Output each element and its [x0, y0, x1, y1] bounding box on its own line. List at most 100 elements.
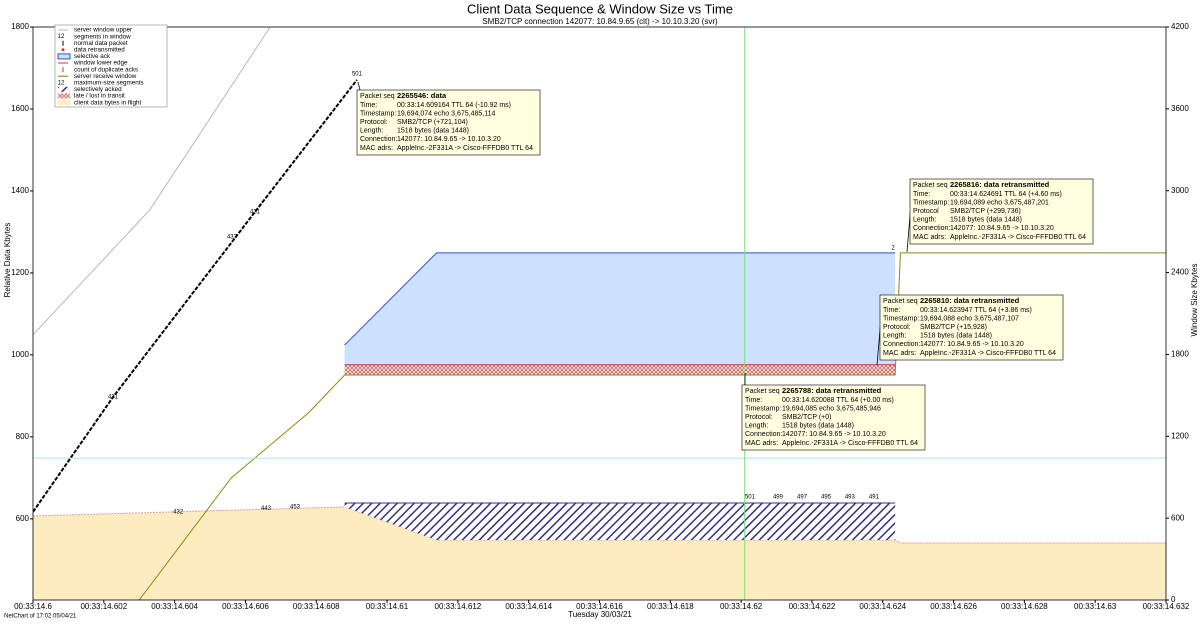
- annotation: 497: [797, 495, 808, 501]
- legend-label: server window upper: [74, 27, 132, 34]
- annotation: 431: [250, 209, 261, 215]
- x-tick-label: 00:33:14.6: [14, 602, 52, 611]
- tooltip-value: 1518 bytes (data 1448): [397, 128, 469, 135]
- line: [138, 252, 1166, 600]
- y2-tick-label: 600: [1171, 513, 1185, 522]
- tooltip-label: Time:: [360, 102, 377, 109]
- legend-swatch: [58, 100, 70, 106]
- tooltip-value: 19,694,074 echo 3,675,485,114: [397, 110, 495, 117]
- tooltip-label: Time:: [913, 191, 930, 198]
- tooltip-label: Length:: [913, 217, 936, 224]
- annotation: 495: [821, 495, 832, 501]
- tooltip-value: AppleInc.-2F331A -> Cisco-FFFDB0 TTL 64: [920, 350, 1056, 357]
- tooltip-value: 00:33:14.620088 TTL 64 (+0.00 ms): [782, 397, 894, 404]
- legend-label: selective ack: [74, 53, 111, 60]
- tooltip-label: Timestamp:: [745, 405, 781, 412]
- tooltip-label: Protocol:: [883, 324, 911, 331]
- tooltip-box: [909, 178, 1094, 245]
- tooltip-bold: 2265546: data: [397, 91, 447, 100]
- x-tick-label: 00:33:14.612: [435, 602, 482, 611]
- tooltip-box: [879, 294, 1064, 361]
- x-tick-label: 00:33:14.608: [293, 602, 340, 611]
- tooltip-label: Length:: [360, 128, 383, 135]
- annotation: 437: [227, 234, 238, 240]
- tooltip-value: SMB2/TCP (+721,104): [397, 119, 468, 126]
- tooltip-value: 19,694,088 echo 3,675,487,107: [920, 315, 1019, 322]
- legend-label: count of duplicate acks: [74, 66, 138, 73]
- legend-label: client data bytes in flight: [74, 99, 141, 106]
- annotation: 431: [108, 395, 119, 401]
- y-tick-label: 600: [16, 514, 30, 523]
- legend-label: maximum-size segments: [74, 79, 144, 86]
- tooltip-value: AppleInc.-2F331A -> Cisco-FFFDB0 TTL 64: [397, 145, 533, 152]
- tooltip-value: SMB2/TCP (+15,928): [920, 324, 987, 331]
- y-axis-label: Relative Data Kbytes: [3, 223, 12, 298]
- tooltip-value: 142077: 10.84.9.65 -> 10.10.3.20: [950, 225, 1054, 232]
- x-tick-label: 00:33:14.602: [80, 602, 127, 611]
- x-tick-label: 00:33:14.624: [859, 602, 906, 611]
- tooltip-value: 142077: 10.84.9.65 -> 10.10.3.20: [782, 431, 886, 438]
- tooltip-label: Connection:: [360, 136, 397, 143]
- legend-label: data retransmitted: [74, 46, 125, 53]
- tooltip-pointer: [357, 81, 361, 91]
- legend-label: window lower edge: [73, 60, 128, 67]
- tooltip-label: Length:: [745, 423, 768, 430]
- tooltip-value: 142077: 10.84.9.65 -> 10.10.3.20: [920, 341, 1024, 348]
- footer: NetChart of 17:02 05/04/21: [4, 614, 77, 620]
- tooltip-label: Connection:: [913, 225, 950, 232]
- area-edge: [33, 506, 1166, 544]
- tooltip-value: 00:33:14.623947 TTL 64 (+3.86 ms): [920, 307, 1032, 314]
- tooltip-label: Timestamp:: [360, 110, 396, 117]
- y-tick-label: 800: [16, 432, 30, 441]
- legend: server window upper 12 segments in windown…: [54, 24, 168, 108]
- legend-swatch: [61, 48, 65, 52]
- tooltip-value: SMB2/TCP (+299,736): [950, 208, 1021, 215]
- y2-tick-label: 0: [1171, 595, 1176, 604]
- legend-label: segments in window: [74, 33, 131, 40]
- tooltip-head: Packet seq: [745, 388, 780, 395]
- band: [344, 502, 896, 540]
- legend-box: [54, 24, 168, 108]
- y2-tick-label: 1800: [1171, 350, 1189, 359]
- chart-title: Client Data Sequence & Window Size vs Ti…: [467, 1, 733, 16]
- x-tick-label: 00:33:14.614: [505, 602, 552, 611]
- x-tick-label: 00:33:14.606: [222, 602, 269, 611]
- annotation: 493: [845, 495, 856, 501]
- tooltip-label: Connection:: [745, 431, 782, 438]
- tooltip-bold: 2265816: data retransmitted: [950, 180, 1050, 189]
- x-tick-label: 00:33:14.622: [789, 602, 836, 611]
- y-tick-label: 1600: [11, 104, 29, 113]
- x-tick-label: 00:33:14.632: [1143, 602, 1190, 611]
- y2-tick-label: 3000: [1171, 186, 1189, 195]
- tooltip-label: Connection:: [883, 341, 920, 348]
- tooltip-value: AppleInc.-2F331A -> Cisco-FFFDB0 TTL 64: [950, 234, 1086, 241]
- y-tick-label: 1800: [11, 22, 29, 31]
- x-tick-label: 00:33:14.618: [647, 602, 694, 611]
- x-tick-label: 00:33:14.616: [576, 602, 623, 611]
- y-tick-label: 1200: [11, 268, 29, 277]
- tooltip-value: AppleInc.-2F331A -> Cisco-FFFDB0 TTL 64: [782, 440, 918, 447]
- legend-swatch: [57, 53, 71, 60]
- annotation: 2: [891, 245, 895, 251]
- y2-tick-label: 4200: [1171, 22, 1189, 31]
- x-tick-label: 00:33:14.626: [930, 602, 977, 611]
- tooltip-label: Protocol: [913, 208, 939, 215]
- tooltip-label: MAC adrs:: [883, 350, 916, 357]
- x-tick-label: 00:33:14.628: [1001, 602, 1048, 611]
- y2-axis-label: Window Size Kbytes: [1190, 264, 1199, 337]
- tooltip-value: 19,694,089 echo 3,675,487,201: [950, 199, 1049, 206]
- x-tick-label: 00:33:14.63: [1074, 602, 1117, 611]
- legend-label: normal data packet: [74, 40, 128, 47]
- plot-area: [33, 27, 1166, 600]
- tooltip-label: MAC adrs:: [745, 440, 778, 447]
- annotation: 501: [745, 495, 756, 501]
- y2-tick-label: 3600: [1171, 104, 1189, 113]
- band: [344, 252, 896, 365]
- annotation: 501: [352, 72, 363, 78]
- legend-swatch: [58, 93, 70, 99]
- annotation: 432: [173, 509, 184, 515]
- tooltip-box: [741, 384, 926, 451]
- tooltip-box: [356, 89, 541, 156]
